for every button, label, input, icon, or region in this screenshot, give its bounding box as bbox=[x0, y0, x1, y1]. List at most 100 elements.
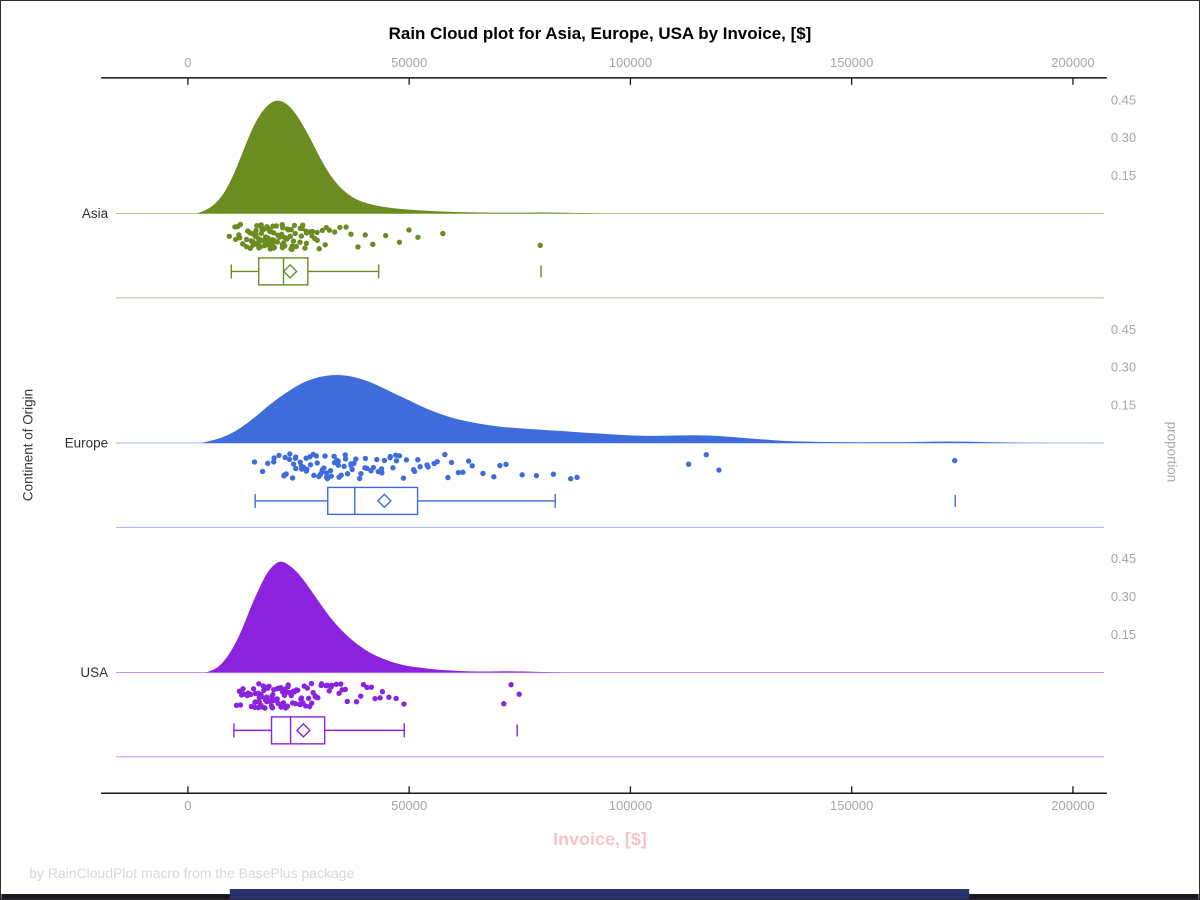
x-axis-title: Invoice, [$] bbox=[553, 829, 647, 849]
proportion-tick-label: 0.45 bbox=[1111, 322, 1136, 337]
rain-point bbox=[410, 467, 417, 473]
rain-point bbox=[289, 700, 296, 706]
rain-point bbox=[393, 452, 399, 458]
density-usa bbox=[205, 561, 565, 673]
proportion-tick-label: 0.15 bbox=[1111, 398, 1136, 413]
rain-point bbox=[259, 225, 265, 231]
rain-point bbox=[285, 683, 291, 690]
rain-point bbox=[252, 699, 258, 705]
rain-point bbox=[480, 470, 486, 477]
rain-point bbox=[250, 242, 256, 248]
panel-asia: Asia 0.45 0.30 0.15 bbox=[82, 92, 1136, 299]
rain-point bbox=[304, 466, 310, 472]
rain-point bbox=[415, 234, 421, 240]
rain-point bbox=[343, 224, 349, 230]
rain-point bbox=[387, 453, 393, 460]
proportion-tick-label: 0.30 bbox=[1111, 130, 1136, 145]
rain-point bbox=[331, 453, 337, 459]
rain-point bbox=[364, 684, 370, 691]
rain-point bbox=[236, 688, 243, 694]
rain-point bbox=[334, 457, 340, 463]
rain-point bbox=[307, 462, 314, 468]
mean-diamond bbox=[282, 263, 298, 279]
mean-diamond bbox=[295, 722, 311, 738]
top-axis-tick-label: 0 bbox=[184, 55, 191, 70]
box-iqr bbox=[327, 486, 419, 516]
rain-point bbox=[341, 463, 347, 470]
axes: 0 0 50000 50000 100000 100000 150000 150000 2000… bbox=[101, 55, 1107, 813]
rain-point bbox=[574, 474, 580, 481]
rain-point bbox=[263, 236, 269, 242]
category-label-europe: Europe bbox=[65, 436, 108, 451]
rain-point bbox=[338, 681, 344, 687]
rain-point bbox=[425, 464, 431, 470]
rain-point bbox=[328, 682, 335, 688]
top-axis-tick-label: 50000 bbox=[391, 55, 427, 70]
rain-point bbox=[537, 242, 543, 249]
chart-title: Rain Cloud plot for Asia, Europe, USA by… bbox=[389, 24, 812, 43]
rain-point bbox=[297, 239, 303, 245]
rain-point bbox=[306, 703, 313, 710]
rain-point bbox=[353, 699, 360, 705]
y-axis-title: Continent of Origin bbox=[20, 389, 35, 501]
rain-point bbox=[342, 456, 349, 462]
rain-point bbox=[251, 459, 258, 465]
rain-point bbox=[326, 688, 332, 694]
rain-point bbox=[255, 690, 262, 697]
rain-point bbox=[703, 451, 709, 458]
rain-point bbox=[261, 704, 267, 711]
rain-point bbox=[293, 465, 299, 472]
rain-point bbox=[256, 681, 262, 687]
proportion-tick-label: 0.45 bbox=[1111, 551, 1136, 566]
rain-point bbox=[356, 475, 363, 482]
bottom-axis-tick-label: 100000 bbox=[609, 798, 652, 813]
bottom-axis-tick-label: 200000 bbox=[1051, 798, 1094, 813]
rain-point bbox=[372, 695, 378, 702]
rain-point bbox=[336, 690, 342, 696]
rain-point bbox=[288, 246, 294, 252]
bottom-axis-tick-label: 50000 bbox=[391, 798, 427, 813]
rain-point bbox=[314, 237, 320, 243]
rain-point bbox=[271, 459, 277, 465]
rain-point bbox=[519, 472, 525, 478]
rain-point bbox=[265, 240, 272, 246]
rain-point bbox=[370, 464, 377, 471]
rain-point bbox=[286, 456, 293, 463]
panel-usa: USA 0.45 0.30 0.15 bbox=[80, 551, 1136, 758]
rain-point bbox=[393, 458, 400, 464]
rain-point bbox=[358, 693, 364, 699]
rain-point bbox=[271, 455, 277, 461]
rain-point bbox=[355, 244, 361, 250]
rain-point bbox=[370, 241, 376, 247]
rain-point bbox=[275, 232, 281, 238]
rain-point bbox=[327, 467, 334, 474]
rain-point bbox=[314, 229, 320, 236]
rain-point bbox=[293, 243, 299, 250]
rain-point bbox=[257, 244, 264, 250]
rain-point bbox=[273, 697, 280, 704]
rain-point bbox=[270, 692, 276, 698]
top-axis-tick-label: 200000 bbox=[1051, 55, 1094, 70]
rain-point bbox=[322, 242, 328, 248]
rain-point bbox=[386, 694, 392, 700]
rain-point bbox=[269, 696, 275, 702]
proportion-tick-label: 0.15 bbox=[1111, 627, 1136, 642]
rain-point bbox=[374, 456, 380, 463]
rain-point bbox=[261, 687, 267, 694]
top-axis-tick-label: 100000 bbox=[609, 55, 652, 70]
rain-point bbox=[298, 233, 305, 239]
rain-point bbox=[442, 451, 448, 458]
category-label-asia: Asia bbox=[82, 206, 109, 221]
rain-point bbox=[716, 467, 722, 473]
rain-point bbox=[403, 457, 410, 463]
rain-point bbox=[232, 224, 238, 230]
rain-point bbox=[393, 695, 399, 702]
rain-point bbox=[256, 699, 262, 705]
rain-point bbox=[243, 236, 250, 243]
rain-point bbox=[301, 683, 307, 689]
rain-point bbox=[351, 460, 357, 467]
rain-point bbox=[400, 475, 407, 481]
rain-point bbox=[362, 465, 368, 471]
rain-point bbox=[344, 698, 350, 705]
